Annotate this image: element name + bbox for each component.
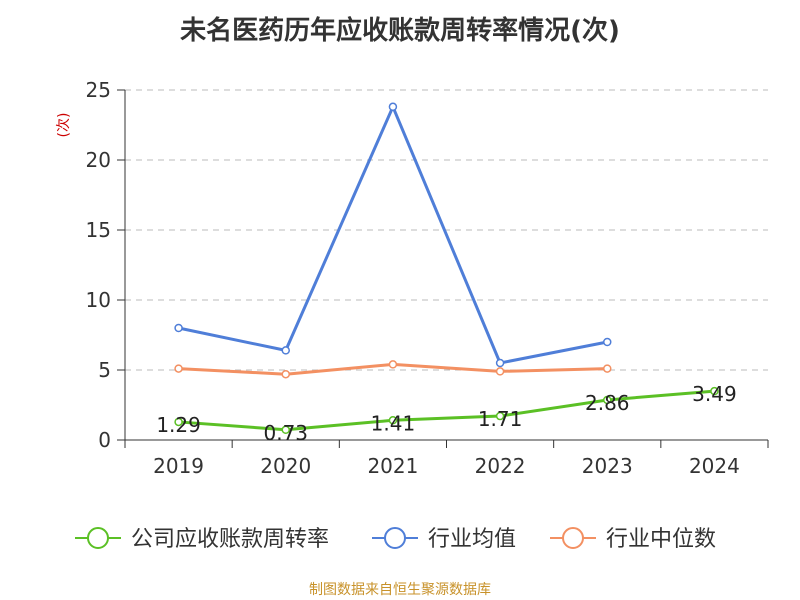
data-label: 2.86 <box>585 391 630 415</box>
source-note: 制图数据来自恒生聚源数据库 <box>309 582 491 598</box>
y-tick-label: 15 <box>86 218 111 242</box>
data-label: 1.29 <box>156 413 201 437</box>
data-point <box>603 364 612 373</box>
y-tick-label: 20 <box>86 148 111 172</box>
grid-lines <box>125 89 768 371</box>
data-labels: 1.29 0.73 1.41 1.71 2.86 3.49 <box>156 382 736 445</box>
data-point <box>495 358 505 368</box>
legend-marker-icon <box>562 527 584 549</box>
data-point <box>495 411 505 421</box>
x-tick-label: 2019 <box>153 454 204 478</box>
y-tick-label: 5 <box>98 358 111 382</box>
data-point <box>495 367 505 376</box>
legend-label: 公司应收账款周转率 <box>131 527 329 552</box>
x-tick-label: 2020 <box>260 454 311 478</box>
legend-item[interactable]: 行业均值 <box>372 527 516 552</box>
data-label: 3.49 <box>692 382 737 406</box>
series-line <box>178 105 608 365</box>
y-tick-label: 10 <box>86 288 111 312</box>
data-point <box>388 416 398 425</box>
legend-item[interactable]: 行业中位数 <box>550 527 716 552</box>
data-point <box>710 386 719 396</box>
legend-marker-icon <box>384 527 406 549</box>
x-tick-label: 2022 <box>475 454 526 478</box>
y-tick-label: 25 <box>86 78 111 102</box>
y-tick-label: 0 <box>98 428 111 452</box>
y-axis-unit-label: (次) <box>56 113 72 138</box>
data-point <box>174 417 183 427</box>
data-point <box>388 102 398 112</box>
data-label: 0.73 <box>263 421 308 445</box>
legend[interactable]: 公司应收账款周转率 行业均值 行业中位数 <box>75 527 716 552</box>
series-lines <box>174 102 719 435</box>
x-tick-label: 2023 <box>582 454 633 478</box>
axes: 0 5 10 15 20 25 (次) 2019 2020 2021 2022 2023 2024 <box>56 78 769 478</box>
data-point <box>281 346 290 355</box>
data-point <box>603 395 612 405</box>
data-point <box>388 360 398 369</box>
data-point <box>174 323 183 333</box>
legend-label: 行业中位数 <box>606 527 716 552</box>
data-label: 1.71 <box>478 407 523 431</box>
x-tick-label: 2024 <box>689 454 740 478</box>
series-line <box>178 389 715 432</box>
data-point <box>281 369 290 379</box>
data-point <box>281 425 290 435</box>
data-point <box>174 364 183 373</box>
data-label: 1.41 <box>371 411 416 435</box>
legend-item[interactable]: 公司应收账款周转率 <box>75 527 329 552</box>
chart-title: 未名医药历年应收账款周转率情况(次) <box>180 16 620 46</box>
data-point <box>603 337 612 347</box>
x-tick-label: 2021 <box>367 454 418 478</box>
legend-label: 行业均值 <box>428 527 516 552</box>
legend-marker-icon <box>87 527 109 549</box>
